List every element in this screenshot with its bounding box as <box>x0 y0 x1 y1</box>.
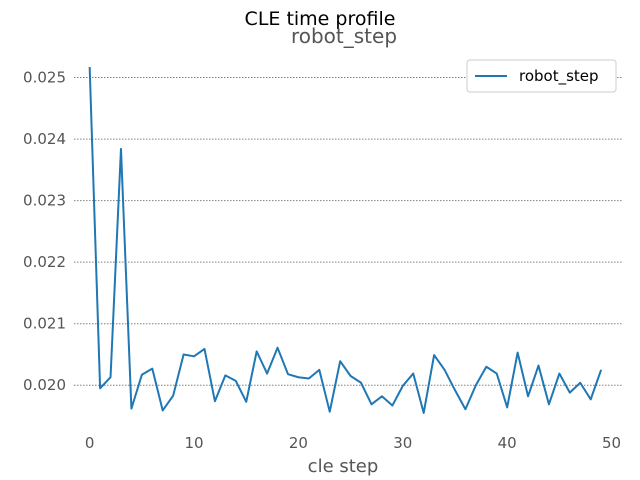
x-tick-label: 0 <box>85 434 95 452</box>
x-tick-label: 30 <box>393 434 412 452</box>
x-tick-label: 10 <box>184 434 203 452</box>
y-tick-label: 0.022 <box>23 253 66 271</box>
y-tick-label: 0.023 <box>23 192 66 210</box>
y-tick-label: 0.024 <box>23 130 66 148</box>
gridlines <box>74 77 622 386</box>
y-tick-label: 0.025 <box>23 69 66 87</box>
chart-title: robot_step <box>291 24 397 48</box>
chart-suptitle: CLE time profile <box>245 8 396 30</box>
x-tick-labels: 0 10 20 30 40 50 <box>85 434 621 452</box>
legend: robot_step <box>466 59 617 93</box>
series-lines <box>88 67 603 414</box>
y-tick-labels: 0.020 0.021 0.022 0.023 0.024 0.025 <box>23 69 66 395</box>
y-tick-label: 0.021 <box>23 315 66 333</box>
x-axis-label: cle step <box>308 456 379 477</box>
x-tick-label: 20 <box>289 434 308 452</box>
x-tick-label: 40 <box>498 434 517 452</box>
series-line-robot-step <box>88 67 603 414</box>
y-tick-label: 0.020 <box>23 376 66 394</box>
legend-box <box>466 59 617 93</box>
legend-label: robot_step <box>519 67 599 86</box>
x-tick-label: 50 <box>602 434 621 452</box>
